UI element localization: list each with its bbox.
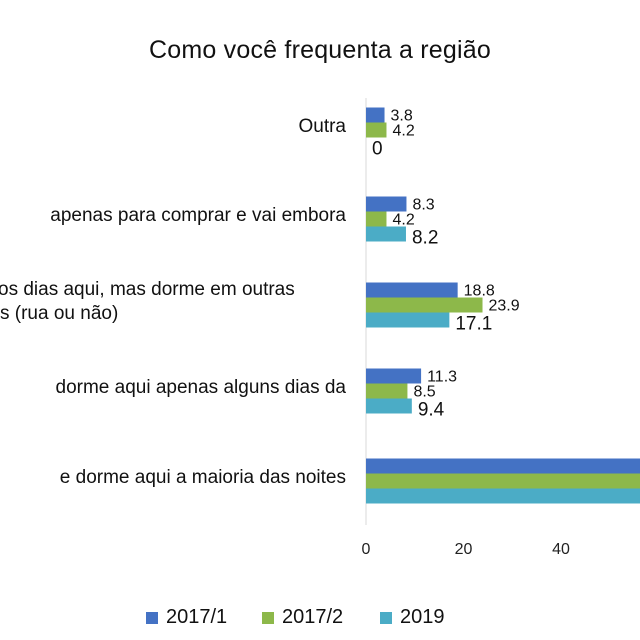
legend-swatch: [380, 611, 392, 624]
chart-legend: 2017/1 2017/2 2019: [0, 606, 640, 632]
bar-2017-1: [366, 107, 385, 123]
bar-2017-2: [366, 122, 387, 138]
bar-2019: [366, 312, 450, 328]
legend-swatch: [146, 611, 158, 624]
legend-item: 2017/1: [146, 606, 227, 629]
bar-value-label: 23.9: [489, 298, 520, 315]
bar-2019: [366, 488, 640, 504]
chart-title: Como você frequenta a região: [149, 36, 491, 64]
legend-swatch: [262, 611, 274, 624]
category-label: Outra: [298, 115, 346, 139]
category-label-line: e dorme aqui a maioria das noites: [59, 467, 346, 488]
bar-2017-1: [366, 282, 458, 298]
bar-value-label: 17.1: [455, 314, 492, 335]
category-label: e dorme aqui a maioria das noites: [60, 466, 346, 490]
bar-value-label: 4.2: [392, 123, 414, 140]
bar-2017-2: [366, 211, 387, 227]
bar-2017-2: [366, 383, 408, 399]
bar-2017-1: [366, 196, 407, 212]
bar-value-label: 9.4: [418, 400, 445, 421]
bar-2019: [366, 226, 406, 242]
category-label-line: Outra: [298, 116, 346, 137]
x-tick-label: 20: [455, 541, 473, 558]
bar-value-label: 4.2: [392, 212, 414, 229]
x-tick-label: 0: [362, 541, 371, 558]
category-label: os dias aqui, mas dorme em outras s (rua …: [0, 278, 295, 326]
bar-value-label: 0: [372, 139, 383, 160]
bar-2017-1: [366, 368, 422, 384]
bar-value-label: 11.3: [427, 369, 457, 386]
category-label-line: s (rua ou não): [0, 303, 119, 324]
legend-label: 2017/2: [282, 606, 344, 628]
category-label-line: apenas para comprar e vai embora: [50, 205, 346, 226]
legend-label: 2017/1: [166, 606, 228, 628]
bar-value-label: 3.8: [391, 108, 413, 125]
x-tick-label: 40: [552, 541, 570, 558]
legend-item: 2017/2: [262, 606, 343, 629]
bar-value-label: 8.2: [412, 228, 438, 249]
legend-label: 2019: [400, 606, 445, 628]
bar-2017-1: [366, 458, 640, 474]
category-label: apenas para comprar e vai embora: [50, 204, 346, 228]
bar-2017-2: [366, 473, 640, 489]
legend-item: 2019: [380, 606, 445, 629]
bar-2017-2: [366, 297, 483, 313]
category-label-line: os dias aqui, mas dorme em outras: [0, 279, 295, 300]
bar-value-label: 18.8: [464, 283, 495, 300]
category-label-line: dorme aqui apenas alguns dias da: [55, 377, 346, 398]
category-label: dorme aqui apenas alguns dias da: [56, 376, 346, 400]
bar-value-label: 8.5: [413, 384, 435, 401]
bar-2019: [366, 398, 412, 414]
bar-value-label: 8.3: [412, 197, 434, 214]
